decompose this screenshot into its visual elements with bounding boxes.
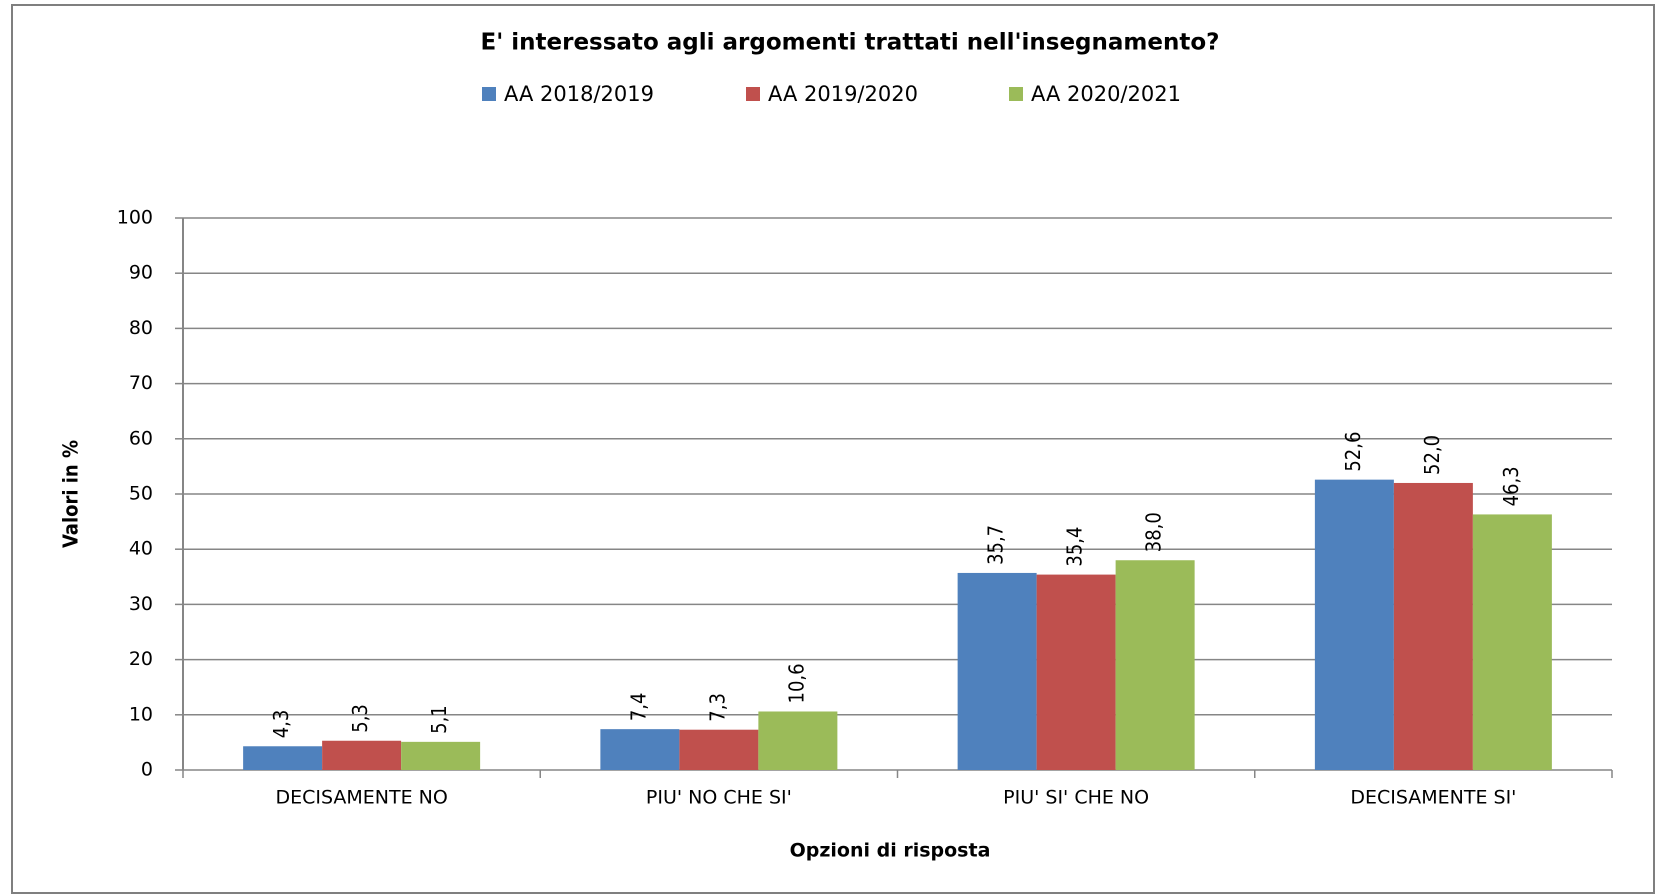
bar — [1314, 479, 1394, 770]
y-tick-label: 60 — [129, 427, 153, 449]
value-label: 38,0 — [1142, 512, 1166, 552]
legend-swatch — [1009, 87, 1023, 101]
bar — [322, 740, 402, 770]
value-label: 10,6 — [784, 663, 808, 703]
x-tick-label: PIU' SI' CHE NO — [1003, 787, 1149, 809]
bar — [600, 729, 680, 770]
legend-label: AA 2019/2020 — [768, 82, 918, 106]
value-label: 5,3 — [348, 704, 372, 733]
value-label: 35,4 — [1063, 527, 1087, 567]
y-tick-label: 100 — [117, 207, 153, 229]
legend-label: AA 2018/2019 — [504, 82, 654, 106]
y-tick-label: 90 — [129, 262, 153, 284]
bar — [1036, 574, 1116, 770]
y-axis-label: Valori in % — [59, 440, 83, 548]
bar — [1115, 560, 1195, 770]
y-tick-label: 0 — [141, 759, 153, 781]
y-tick-label: 70 — [129, 372, 153, 394]
bar — [1393, 482, 1473, 770]
legend-swatch — [482, 87, 496, 101]
bar — [679, 729, 759, 770]
value-label: 46,3 — [1499, 466, 1523, 506]
bar — [243, 746, 323, 770]
value-label: 7,3 — [705, 693, 729, 722]
x-tick-label: PIU' NO CHE SI' — [646, 787, 792, 809]
legend-label: AA 2020/2021 — [1031, 82, 1181, 106]
x-axis-label: Opzioni di risposta — [790, 840, 991, 862]
y-tick-label: 10 — [129, 703, 153, 725]
y-tick-label: 80 — [129, 317, 153, 339]
y-tick-label: 20 — [129, 648, 153, 670]
value-label: 52,6 — [1341, 432, 1365, 472]
y-tick-label: 30 — [129, 593, 153, 615]
y-tick-label: 40 — [129, 538, 153, 560]
bar — [401, 741, 481, 770]
value-label: 52,0 — [1420, 435, 1444, 475]
chart-title: E' interessato agli argomenti trattati n… — [481, 30, 1220, 56]
value-label: 4,3 — [269, 710, 293, 739]
value-label: 7,4 — [626, 693, 650, 722]
x-tick-label: DECISAMENTE SI' — [1350, 787, 1516, 809]
bar — [957, 572, 1037, 770]
bar — [1472, 514, 1552, 770]
y-tick-label: 50 — [129, 483, 153, 505]
x-tick-label: DECISAMENTE NO — [275, 787, 447, 809]
bar — [758, 711, 838, 770]
value-label: 35,7 — [984, 525, 1008, 565]
value-label: 5,1 — [427, 705, 451, 734]
legend-swatch — [746, 87, 760, 101]
